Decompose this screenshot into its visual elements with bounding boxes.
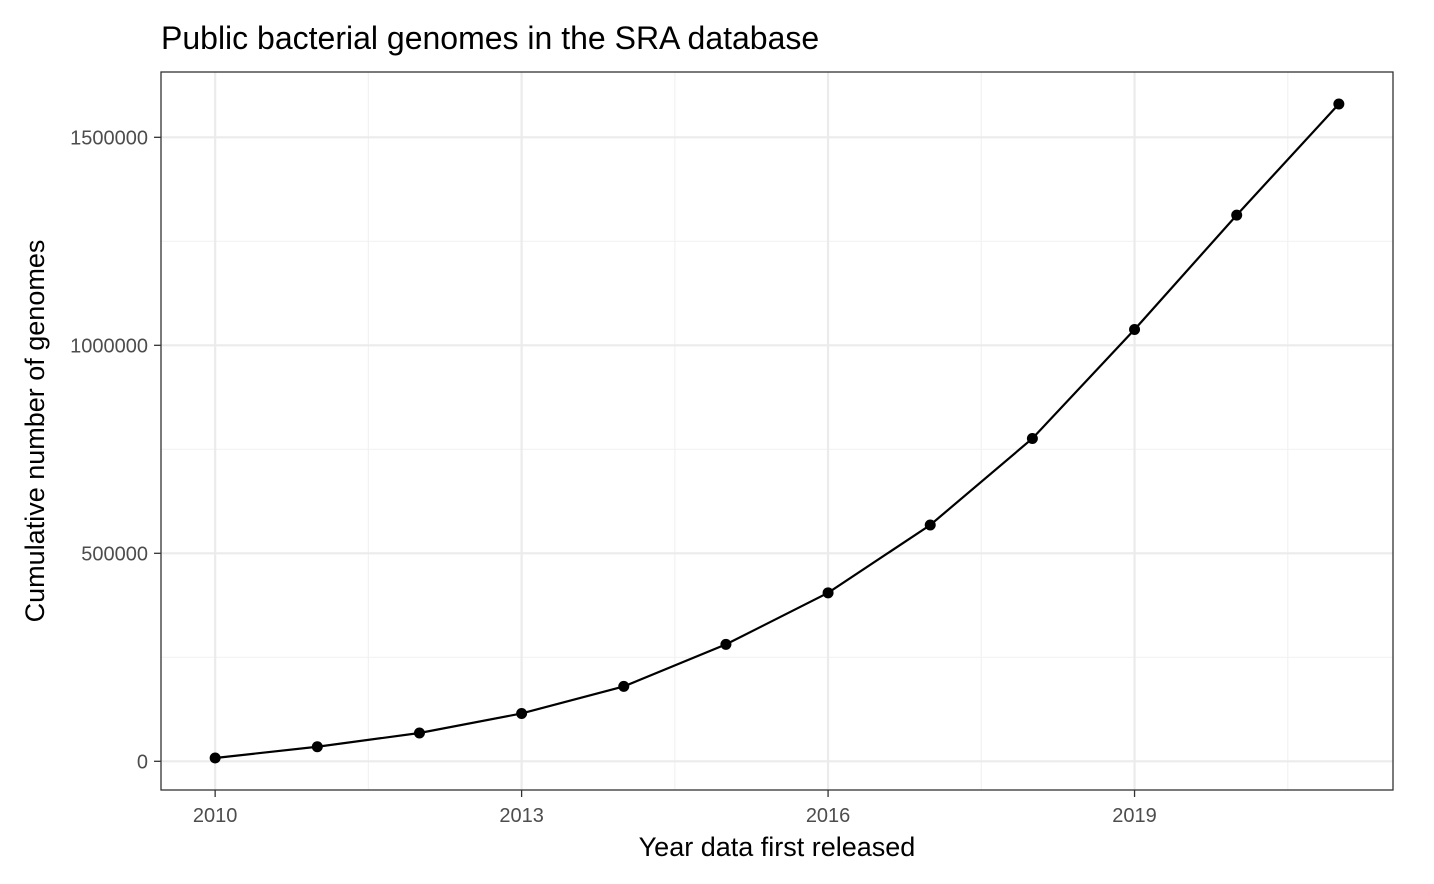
data-point xyxy=(1333,98,1345,110)
x-axis: 2010 2013 2016 2019 xyxy=(193,790,1157,827)
y-axis-title: Cumulative number of genomes xyxy=(20,240,50,623)
x-tick-label: 2016 xyxy=(806,805,851,827)
data-point xyxy=(209,752,221,764)
x-tick-label: 2013 xyxy=(499,805,544,827)
grid-lines xyxy=(161,72,1393,790)
data-point xyxy=(924,519,936,531)
data-point xyxy=(618,680,630,692)
data-series xyxy=(209,98,1345,764)
data-point xyxy=(516,707,528,719)
panel-background xyxy=(161,72,1393,790)
y-tick-label: 0 xyxy=(137,751,148,773)
series-line xyxy=(215,103,1340,760)
y-tick-label: 1000000 xyxy=(70,335,148,357)
data-point xyxy=(311,741,323,753)
data-point xyxy=(1026,432,1038,444)
x-tick-label: 2010 xyxy=(193,805,238,827)
chart-title: Public bacterial genomes in the SRA data… xyxy=(161,20,819,56)
y-axis: 0 500000 1000000 1500000 xyxy=(70,127,161,773)
x-tick-label: 2019 xyxy=(1112,805,1157,827)
plot-panel xyxy=(160,71,1394,791)
x-axis-title: Year data first released xyxy=(639,832,916,862)
data-point xyxy=(720,638,732,650)
y-tick-label: 500000 xyxy=(81,543,148,565)
data-point xyxy=(413,727,425,739)
panel-border xyxy=(160,71,1394,791)
y-tick-label: 1500000 xyxy=(70,127,148,149)
data-point xyxy=(822,587,834,599)
data-point xyxy=(1231,209,1243,221)
data-point xyxy=(1129,323,1141,335)
